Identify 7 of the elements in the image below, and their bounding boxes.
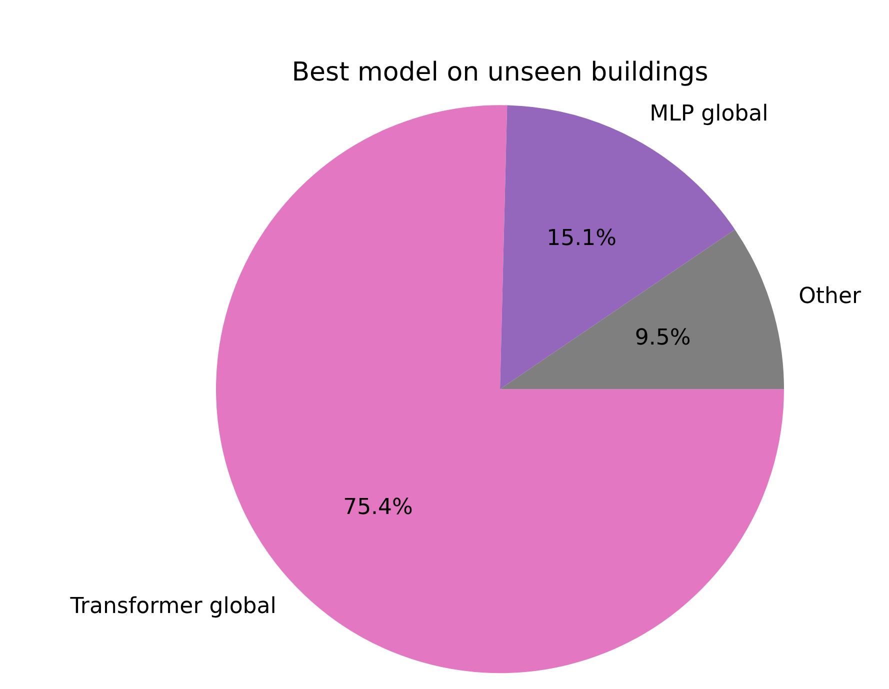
slice-label: Transformer global <box>69 594 276 619</box>
data-label: 15.1% <box>546 226 617 252</box>
chart-title: Best model on unseen buildings <box>292 57 708 88</box>
data-label: 75.4% <box>343 494 413 520</box>
slice-label: MLP global <box>650 102 768 127</box>
data-label: 9.5% <box>634 326 691 351</box>
slice-label: Other <box>798 284 862 309</box>
